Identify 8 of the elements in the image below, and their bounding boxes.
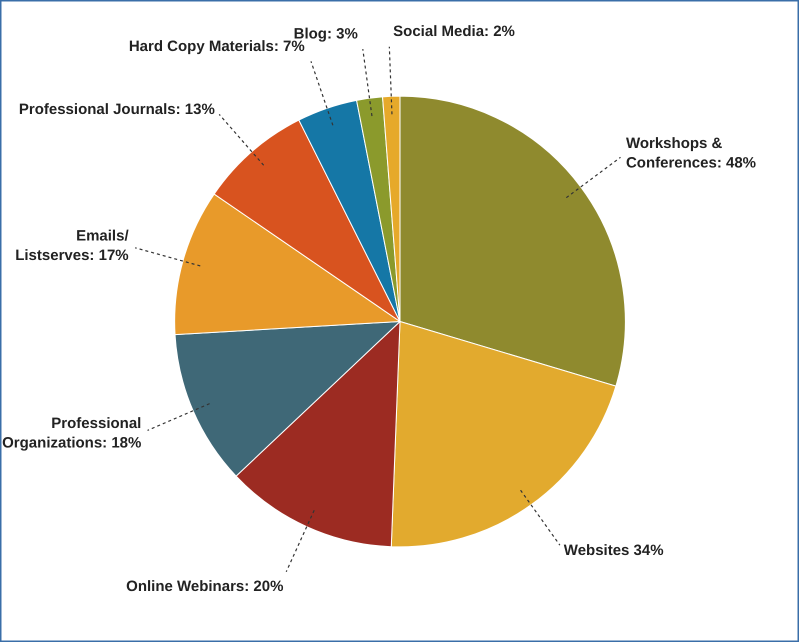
slice-label: Professional Organizations: 18% — [2, 414, 142, 452]
slice-label: Professional Journals: 13% — [18, 100, 215, 118]
slice-label: Workshops & Conferences: 48% — [626, 135, 756, 172]
slice-label: Hard Copy Materials: 7% — [128, 38, 305, 55]
slice-label: Emails/ Listserves: 17% — [15, 228, 130, 264]
slice-label: Social Media: 2% — [393, 23, 515, 40]
slice-label: Websites 34% — [564, 542, 664, 560]
slice-label: Online Webinars: 20% — [126, 578, 284, 595]
